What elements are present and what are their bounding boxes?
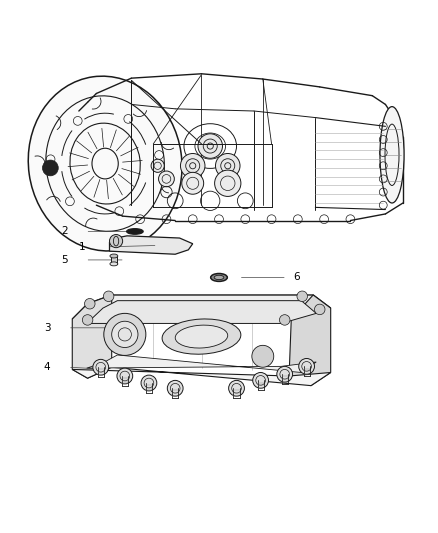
Polygon shape: [87, 355, 316, 373]
Circle shape: [104, 313, 146, 356]
Circle shape: [159, 171, 174, 187]
Ellipse shape: [110, 254, 118, 258]
Circle shape: [314, 304, 325, 314]
Text: 3: 3: [44, 323, 50, 333]
Polygon shape: [289, 295, 331, 386]
Ellipse shape: [380, 107, 404, 203]
Circle shape: [103, 291, 114, 302]
Circle shape: [141, 375, 157, 391]
Circle shape: [85, 298, 95, 309]
Ellipse shape: [127, 229, 143, 235]
Circle shape: [42, 160, 58, 176]
Circle shape: [117, 368, 133, 384]
Circle shape: [198, 134, 223, 158]
Ellipse shape: [211, 273, 227, 281]
Circle shape: [82, 314, 93, 325]
Circle shape: [215, 154, 240, 178]
Circle shape: [277, 366, 293, 382]
Polygon shape: [72, 367, 331, 386]
Circle shape: [112, 321, 138, 348]
Circle shape: [110, 235, 123, 248]
Circle shape: [215, 170, 241, 197]
Ellipse shape: [162, 319, 241, 354]
Circle shape: [299, 359, 314, 374]
Circle shape: [229, 381, 244, 396]
Text: 5: 5: [61, 255, 68, 265]
Ellipse shape: [214, 275, 224, 280]
Polygon shape: [87, 301, 316, 324]
Circle shape: [167, 381, 183, 396]
Text: 2: 2: [61, 227, 68, 237]
Polygon shape: [72, 295, 112, 378]
Circle shape: [180, 154, 205, 178]
Ellipse shape: [110, 262, 118, 266]
Text: 1: 1: [79, 242, 85, 252]
Ellipse shape: [28, 76, 182, 251]
Text: 6: 6: [293, 272, 300, 282]
Polygon shape: [110, 236, 193, 254]
Polygon shape: [72, 295, 331, 319]
Circle shape: [252, 345, 274, 367]
Circle shape: [253, 373, 268, 388]
Circle shape: [182, 172, 204, 194]
Circle shape: [279, 314, 290, 325]
Circle shape: [93, 359, 109, 375]
Ellipse shape: [175, 325, 228, 348]
Circle shape: [297, 291, 307, 302]
Circle shape: [151, 159, 164, 172]
Text: 4: 4: [44, 362, 50, 372]
Polygon shape: [111, 256, 117, 264]
